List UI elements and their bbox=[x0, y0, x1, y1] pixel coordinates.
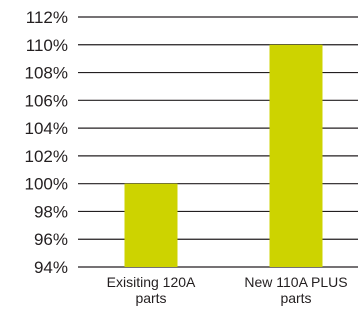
y-tick-label: 98% bbox=[34, 202, 68, 221]
y-axis-tick-labels: 94% 96% 98% 100% 102% 104% 106% 108% 110% 112% bbox=[25, 8, 68, 277]
x-category-label: parts bbox=[135, 290, 166, 306]
y-tick-label: 110% bbox=[26, 36, 68, 55]
y-tick-label: 100% bbox=[25, 175, 68, 194]
y-tick-label: 112% bbox=[26, 8, 68, 27]
bars bbox=[124, 44, 323, 268]
y-tick-label: 94% bbox=[34, 258, 68, 277]
y-tick-label: 108% bbox=[25, 64, 68, 83]
x-category-label: parts bbox=[280, 290, 311, 306]
y-tick-label: 102% bbox=[25, 147, 68, 166]
y-tick-label: 96% bbox=[34, 230, 68, 249]
x-category-label: Exisiting 120A bbox=[107, 274, 196, 290]
y-tick-label: 106% bbox=[25, 91, 68, 110]
bar-0 bbox=[124, 183, 178, 267]
bar-1 bbox=[269, 44, 323, 268]
x-category-label: New 110A PLUS bbox=[244, 274, 347, 290]
y-tick-label: 104% bbox=[25, 119, 68, 138]
